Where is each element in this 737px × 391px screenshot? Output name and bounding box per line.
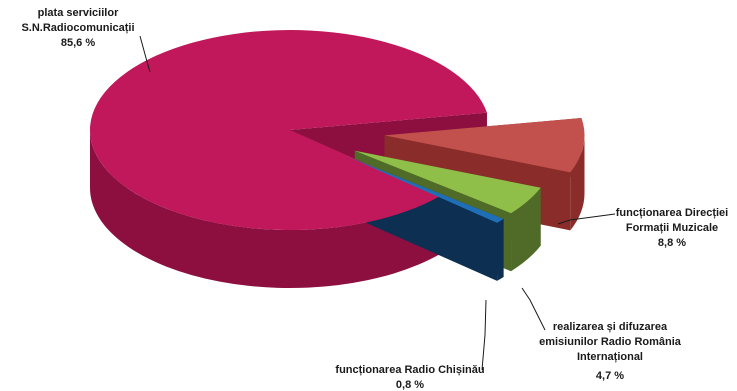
slice-4-value-label: 0,8 % — [396, 379, 424, 391]
slice-1-outer-wall-1 — [90, 130, 440, 288]
slice-3-label-line-3: Internațional — [577, 351, 643, 363]
slice-3-label-line-2: emisiunilor Radio România — [539, 336, 682, 348]
leader-line-slice-1 — [139, 35, 151, 73]
slice-1-label-line-2: S.N.Radiocomunicații — [21, 22, 134, 34]
pie-slices — [90, 29, 585, 230]
leader-line-slice-4 — [481, 299, 487, 371]
slice-3-value-label: 4,7 % — [596, 370, 624, 382]
label-slice-1: plata serviciilor S.N.Radiocomunicații 8… — [21, 7, 134, 49]
pie-slice-4 — [347, 156, 504, 223]
slice-3-outer-wall-1 — [511, 187, 541, 272]
label-slice-2: funcționarea Direcției Formații Muzicale… — [616, 207, 728, 249]
slice-4-outer-wall-1 — [497, 219, 504, 281]
slice-4-label-line-1: funcționarea Radio Chișinău — [335, 364, 484, 376]
pie-slice-1 — [90, 29, 487, 230]
slice-2-label-line-1: funcționarea Direcției — [616, 207, 728, 219]
pie-slice-2 — [384, 117, 585, 173]
pie-slice-3 — [354, 150, 541, 214]
label-slice-4: funcționarea Radio Chișinău 0,8 % — [335, 364, 484, 391]
slice-2-label-line-2: Formații Muzicale — [626, 222, 718, 234]
slice-2-outer-wall-1 — [570, 135, 585, 231]
label-slice-3: realizarea și difuzarea emisiunilor Radi… — [539, 321, 682, 382]
slice-3-label-line-1: realizarea și difuzarea — [553, 321, 668, 333]
slice-1-value-label: 85,6 % — [61, 37, 95, 49]
leader-line-slice-2 — [557, 213, 616, 225]
slice-1-label-line-1: plata serviciilor — [38, 7, 119, 19]
leader-line-slice-3 — [521, 287, 546, 331]
slice-2-value-label: 8,8 % — [658, 237, 686, 249]
